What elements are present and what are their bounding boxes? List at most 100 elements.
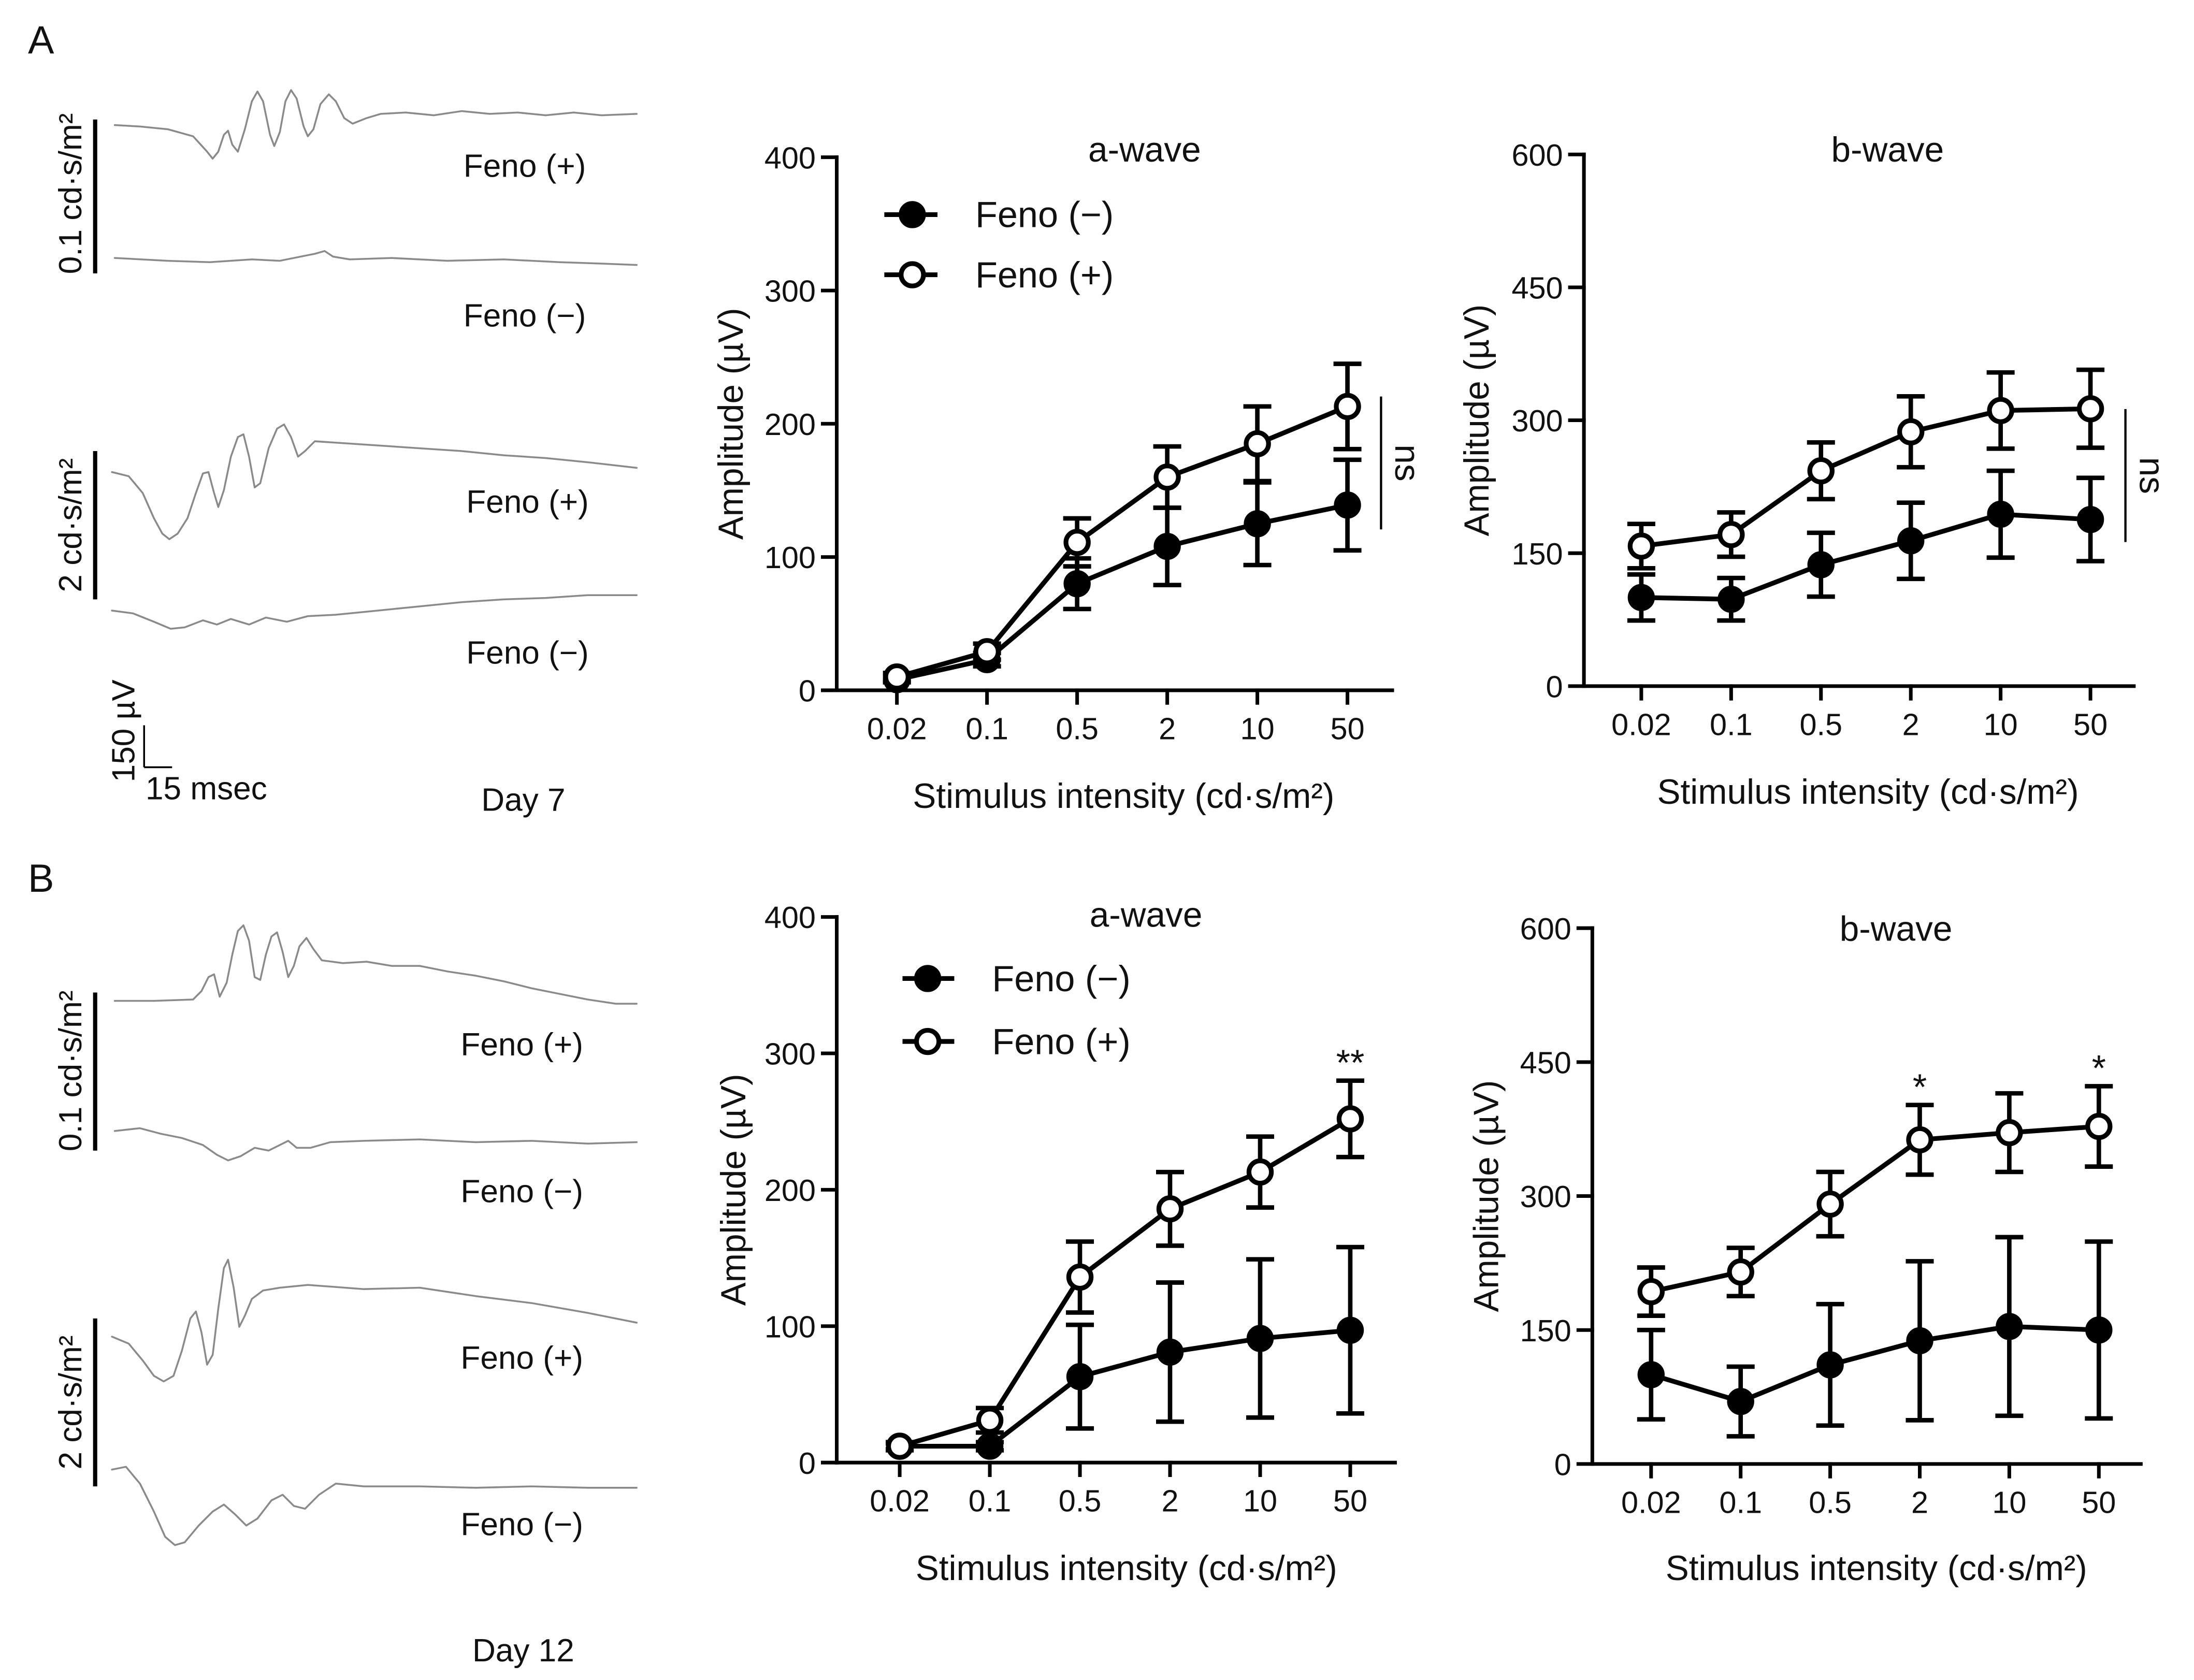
x-tick-label: 50 xyxy=(1331,711,1365,746)
y-tick-label: 600 xyxy=(1511,138,1563,172)
x-tick-label: 0.02 xyxy=(867,711,927,746)
legend-entry: Feno (+) xyxy=(902,1021,1131,1062)
data-point-feno-plus xyxy=(1246,1158,1274,1186)
data-point-feno-plus xyxy=(1063,529,1091,556)
trace-label-feno-plus: Feno (+) xyxy=(460,1027,583,1063)
y-tick-label: 0 xyxy=(799,1446,816,1481)
data-point-feno-plus xyxy=(1717,521,1745,548)
erg-trace-feno-minus xyxy=(113,250,638,266)
day-label: Day 7 xyxy=(481,782,565,818)
series-line-feno-plus xyxy=(896,404,1349,679)
data-point-feno-plus xyxy=(1816,1190,1844,1218)
data-point-feno-minus xyxy=(1996,1313,2023,1340)
y-tick-label: 400 xyxy=(764,900,816,935)
series-line-feno-minus xyxy=(896,502,1348,682)
chart-b-wave-day12: 0 150 300 450 600 0.02 0.1 0.5 2 10 50 b-wave Stimul… xyxy=(1467,910,2143,1588)
legend-marker xyxy=(899,201,926,228)
data-point-feno-plus xyxy=(1906,1126,1933,1154)
y-tick-label: 300 xyxy=(1511,403,1563,438)
y-tick-label: 100 xyxy=(764,540,816,575)
trace-label-feno-plus: Feno (+) xyxy=(464,148,586,184)
data-point-feno-plus xyxy=(973,638,1001,665)
data-point-feno-minus xyxy=(1156,1338,1184,1366)
y-axis-label: Amplitude (µV) xyxy=(1467,1080,1506,1312)
comparison-label: ns xyxy=(2132,457,2171,494)
data-point-feno-plus xyxy=(886,1432,914,1460)
y-tick-label: 100 xyxy=(764,1309,816,1344)
panel-a-traces: A 0.1 cd·s/m² Feno (+) Feno (−) 2 cd·s/m… xyxy=(28,19,638,818)
series-line-feno-minus xyxy=(1650,1324,2099,1404)
data-point-feno-minus xyxy=(976,1432,1004,1460)
x-tick-label: 0.02 xyxy=(1621,1485,1681,1519)
data-point-feno-plus xyxy=(2076,395,2104,423)
legend-label: Feno (+) xyxy=(975,254,1114,295)
legend-entry: Feno (−) xyxy=(884,194,1114,235)
data-point-feno-minus xyxy=(1334,491,1361,519)
significance-marker: ** xyxy=(1336,1042,1365,1083)
day-label: Day 12 xyxy=(472,1633,574,1669)
legend-label: Feno (+) xyxy=(992,1021,1130,1062)
x-tick-label: 50 xyxy=(1333,1484,1367,1518)
data-point-feno-minus xyxy=(1906,1327,1933,1355)
chart-a-wave-day12: 0 100 200 300 400 0.02 0.1 0.5 2 10 50 a-wave Stimul… xyxy=(714,895,1397,1588)
significance-marker: * xyxy=(1913,1066,1927,1107)
intensity-label: 0.1 cd·s/m² xyxy=(53,990,89,1151)
intensity-label: 2 cd·s/m² xyxy=(53,1336,89,1470)
chart-b-wave-day7: 0 150 300 450 600 0.02 0.1 0.5 2 10 50 b-wave Stimul… xyxy=(1457,131,2171,812)
y-tick-label: 0 xyxy=(799,674,816,708)
y-tick-label: 150 xyxy=(1520,1313,1571,1348)
legend-entry: Feno (+) xyxy=(884,254,1114,295)
series-line-feno-plus xyxy=(899,1117,1352,1449)
data-point-feno-minus xyxy=(1246,1325,1274,1352)
panel-label: B xyxy=(28,857,54,901)
x-axis-label: Stimulus intensity (cd·s/m²) xyxy=(1666,1549,2087,1588)
amplitude-scale-label: 150 µV xyxy=(106,679,141,783)
comparison-label: ns xyxy=(1388,444,1426,481)
data-point-feno-plus xyxy=(1627,532,1655,560)
y-tick-label: 0 xyxy=(1554,1447,1571,1482)
data-point-feno-plus xyxy=(1987,397,2014,424)
data-point-feno-minus xyxy=(1627,584,1655,611)
chart-title: b-wave xyxy=(1840,910,1953,949)
legend-marker xyxy=(899,261,926,288)
x-tick-label: 2 xyxy=(1161,1484,1178,1518)
data-point-feno-minus xyxy=(1727,1387,1754,1415)
y-tick-label: 450 xyxy=(1511,271,1563,306)
y-axis-label: Amplitude (µV) xyxy=(1457,305,1496,537)
y-axis-label: Amplitude (µV) xyxy=(714,1074,753,1306)
erg-trace-feno-minus xyxy=(111,594,638,630)
data-point-feno-minus xyxy=(1897,527,1925,555)
trace-label-feno-minus: Feno (−) xyxy=(464,298,586,334)
panel-b-traces: B 0.1 cd·s/m² Feno (+) Feno (−) 2 cd·s/m… xyxy=(28,857,638,1669)
data-point-feno-minus xyxy=(1063,570,1091,598)
data-point-feno-plus xyxy=(1996,1119,2023,1147)
erg-trace-feno-minus xyxy=(111,1466,638,1546)
y-tick-label: 450 xyxy=(1520,1045,1571,1080)
data-point-feno-minus xyxy=(1336,1316,1364,1344)
data-point-feno-plus xyxy=(1897,418,1925,445)
x-tick-label: 2 xyxy=(1911,1485,1928,1519)
x-tick-label: 10 xyxy=(1984,707,2018,742)
chart-a-wave-day7: 0 100 200 300 400 0.02 0.1 0.5 2 10 50 a-wave Stimul… xyxy=(712,131,1426,816)
y-tick-label: 200 xyxy=(764,407,816,442)
y-tick-label: 300 xyxy=(764,1037,816,1071)
series-line-feno-minus xyxy=(1641,512,2091,602)
chart-title: b-wave xyxy=(1831,131,1944,169)
x-tick-label: 0.5 xyxy=(1799,707,1842,742)
data-point-feno-minus xyxy=(1816,1351,1844,1379)
legend-entry: Feno (−) xyxy=(902,958,1131,999)
data-point-feno-minus xyxy=(1153,532,1181,560)
x-tick-label: 10 xyxy=(1240,711,1275,746)
y-tick-label: 400 xyxy=(764,140,816,175)
x-tick-label: 0.02 xyxy=(1611,707,1671,742)
data-point-feno-minus xyxy=(1987,500,2014,528)
x-tick-label: 0.02 xyxy=(870,1484,930,1518)
erg-trace-feno-plus xyxy=(111,1258,638,1383)
y-tick-label: 300 xyxy=(764,274,816,309)
y-tick-label: 150 xyxy=(1511,537,1563,571)
x-tick-label: 0.1 xyxy=(965,711,1008,746)
trace-label-feno-minus: Feno (−) xyxy=(466,635,589,671)
data-point-feno-plus xyxy=(1244,430,1271,458)
